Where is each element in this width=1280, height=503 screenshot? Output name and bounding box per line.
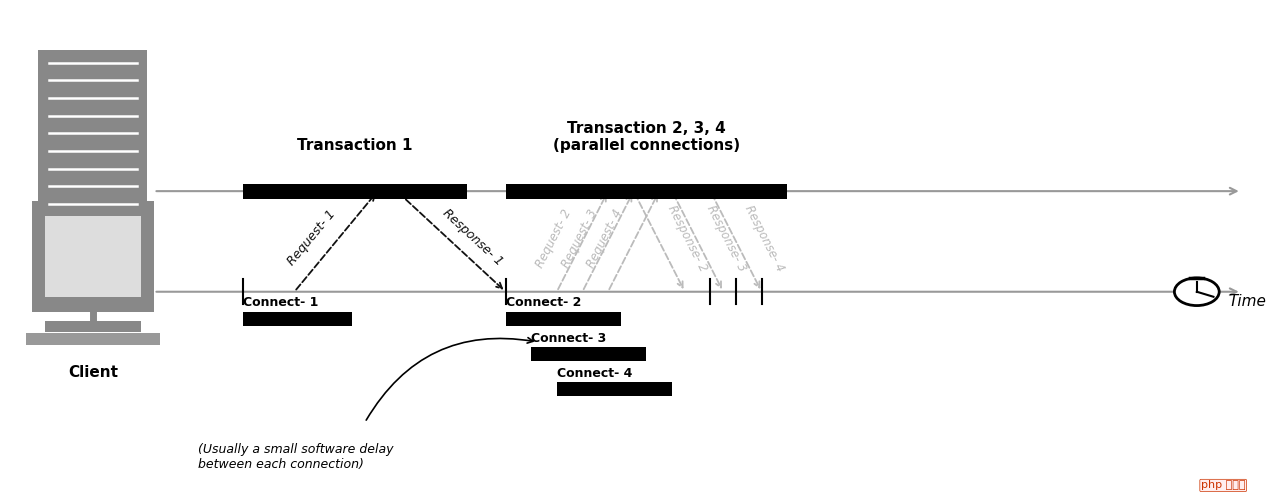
Text: php 中文网: php 中文网 bbox=[1201, 480, 1245, 490]
Text: Request- 4: Request- 4 bbox=[585, 207, 626, 270]
Text: Request- 3: Request- 3 bbox=[559, 207, 600, 270]
Text: Response- 1: Response- 1 bbox=[440, 206, 506, 268]
Bar bbox=[243, 184, 467, 199]
Bar bbox=[506, 312, 621, 326]
Text: (Usually a small software delay
between each connection): (Usually a small software delay between … bbox=[198, 443, 394, 471]
Bar bbox=[45, 321, 141, 332]
Text: Connect- 2: Connect- 2 bbox=[506, 296, 581, 309]
Bar bbox=[32, 201, 154, 312]
Text: Response- 4: Response- 4 bbox=[742, 203, 787, 274]
Text: Request- 2: Request- 2 bbox=[534, 207, 575, 270]
Text: Connect- 3: Connect- 3 bbox=[531, 331, 607, 345]
Ellipse shape bbox=[1175, 278, 1220, 306]
Bar bbox=[557, 382, 672, 396]
Text: Connect- 4: Connect- 4 bbox=[557, 367, 632, 380]
Bar bbox=[531, 347, 646, 361]
Text: Connect- 1: Connect- 1 bbox=[243, 296, 319, 309]
Text: Request- 1: Request- 1 bbox=[284, 207, 338, 268]
Text: Client: Client bbox=[68, 365, 118, 380]
Text: Server: Server bbox=[64, 245, 122, 261]
Bar bbox=[32, 216, 154, 225]
Bar bbox=[45, 216, 141, 297]
Text: Time: Time bbox=[1229, 294, 1267, 309]
Bar bbox=[26, 333, 160, 345]
Bar bbox=[506, 184, 787, 199]
Text: Transaction 2, 3, 4
(parallel connections): Transaction 2, 3, 4 (parallel connection… bbox=[553, 121, 740, 153]
Text: Response- 2: Response- 2 bbox=[666, 203, 710, 274]
Bar bbox=[243, 312, 352, 326]
Text: Response- 3: Response- 3 bbox=[704, 203, 749, 274]
Text: Transaction 1: Transaction 1 bbox=[297, 138, 413, 153]
Bar bbox=[38, 50, 147, 216]
